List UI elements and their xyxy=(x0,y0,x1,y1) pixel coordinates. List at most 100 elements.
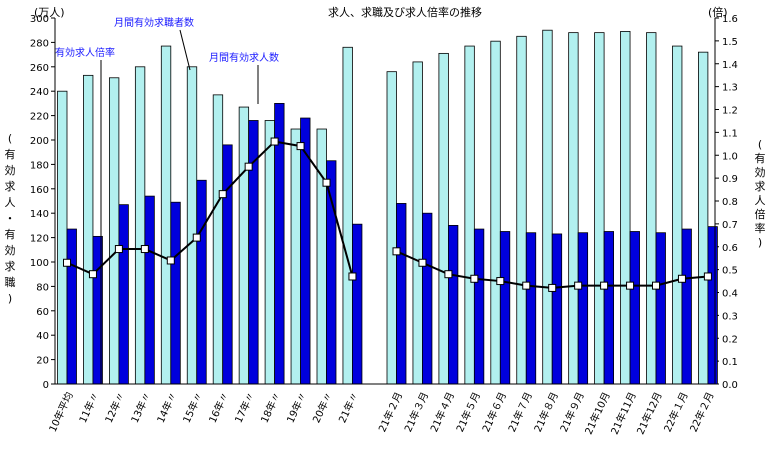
bar-seekers xyxy=(698,51,709,385)
bar-openings xyxy=(447,224,459,385)
right-axis-ticks: 0.0 0.1 0.2 0.3 0.4 0.5 0.6 0.7 0.8 0.9 1.0 1.1 1.2 1… xyxy=(715,14,738,391)
bar-openings xyxy=(326,160,337,385)
left-tick-label: 280 xyxy=(30,38,49,49)
bar-seekers xyxy=(490,40,501,385)
axis-label-char: 効 xyxy=(755,165,766,179)
right-tick-label: 1.6 xyxy=(722,14,738,25)
ratio-point xyxy=(88,270,97,279)
bar-openings xyxy=(707,226,718,385)
bar-seekers xyxy=(542,29,553,385)
category-label: 14年〃 xyxy=(154,390,180,425)
axes xyxy=(54,18,716,385)
bar-seekers xyxy=(412,61,423,385)
axis-label-char: 有 xyxy=(5,147,16,161)
left-tick-label: 300 xyxy=(30,14,49,25)
ratio-point xyxy=(192,233,201,242)
axis-label-char: ( xyxy=(8,132,12,145)
bar-openings xyxy=(629,231,640,385)
ratio-markers xyxy=(63,137,712,292)
ratio-point xyxy=(392,247,401,256)
left-tick-label: 80 xyxy=(36,282,49,293)
left-tick-label: 220 xyxy=(30,112,49,123)
ratio-point xyxy=(166,256,175,265)
category-label: 22年１月 xyxy=(661,390,691,434)
right-tick-label: 0.1 xyxy=(722,357,738,368)
ratio-point xyxy=(600,281,609,290)
bar-seekers xyxy=(342,46,353,385)
bar-openings xyxy=(352,223,363,385)
left-axis-ticks: 0 20 40 60 80 100 120 140 160 180 200 220 240 260 280 3… xyxy=(30,14,55,391)
right-axis-label: (有効求人倍率) xyxy=(755,138,766,249)
ratio-line-annual xyxy=(66,140,354,277)
right-tick-label: 1.5 xyxy=(722,37,738,48)
bar-seekers xyxy=(83,74,94,385)
right-tick-label: 0.8 xyxy=(722,197,738,208)
ratio-point xyxy=(296,142,305,151)
category-label: 21年12月 xyxy=(634,390,665,437)
right-tick-label: 1.2 xyxy=(722,106,738,117)
category-label: 20年〃 xyxy=(310,390,336,425)
category-label: 12年〃 xyxy=(102,390,128,425)
bar-seekers xyxy=(290,128,301,385)
bar-seekers xyxy=(264,120,276,385)
axis-label-char: 倍 xyxy=(755,207,766,221)
left-tick-label: 160 xyxy=(30,185,49,196)
category-label: 18年〃 xyxy=(258,390,284,425)
right-tick-label: 0.2 xyxy=(722,334,738,345)
ratio-point xyxy=(114,245,123,254)
left-tick-label: 100 xyxy=(30,258,49,269)
bar-openings xyxy=(681,228,692,385)
bar-seekers xyxy=(134,66,146,385)
category-label: 21年４月 xyxy=(427,390,457,434)
bar-openings xyxy=(222,144,233,385)
left-tick-label: 60 xyxy=(36,307,49,318)
bar-openings xyxy=(551,233,563,385)
bar-seekers xyxy=(464,45,475,385)
ratio-point xyxy=(140,245,149,254)
bar-seekers xyxy=(57,90,68,385)
bar-seekers xyxy=(316,128,327,385)
ratio-point xyxy=(652,281,660,290)
category-label: 21年２月 xyxy=(375,390,405,434)
ratio-point xyxy=(244,162,253,171)
bar-seekers xyxy=(212,94,224,385)
bar-seekers xyxy=(516,35,527,385)
right-tick-label: 0.9 xyxy=(722,174,738,185)
bar-seekers xyxy=(620,31,631,385)
ratio-point xyxy=(218,190,227,199)
category-label: 15年〃 xyxy=(180,390,206,425)
left-tick-label: 40 xyxy=(36,331,49,342)
ratio-point xyxy=(348,272,357,281)
left-axis-label: (有効求人・有効求職) xyxy=(5,132,16,305)
bar-openings xyxy=(577,232,589,385)
bar-openings xyxy=(422,212,433,385)
category-label: 21年７月 xyxy=(505,390,535,434)
ratio-point xyxy=(522,281,531,290)
axis-label-char: 有 xyxy=(5,227,16,241)
axis-label-char: 求 xyxy=(5,180,16,193)
left-tick-label: 180 xyxy=(30,160,49,171)
seekers-annotation: 月間有効求職者数 xyxy=(114,16,194,29)
bar-openings xyxy=(603,231,614,385)
bar-seekers xyxy=(672,45,683,385)
bar-openings xyxy=(144,195,155,385)
right-axis-unit: (倍) xyxy=(708,5,728,19)
axis-label-char: ) xyxy=(758,236,762,249)
bar-seekers xyxy=(646,32,657,385)
bar-openings xyxy=(170,201,181,385)
right-tick-label: 0.4 xyxy=(722,289,738,300)
axis-label-char: 効 xyxy=(5,243,16,257)
category-label: 21年９月 xyxy=(557,390,587,434)
bar-openings xyxy=(396,203,407,385)
ratio-point xyxy=(548,283,557,292)
category-label: 16年〃 xyxy=(206,390,232,425)
bar-seekers xyxy=(160,45,172,385)
ratio-point xyxy=(574,281,583,290)
axis-label-char: ・ xyxy=(5,212,16,225)
bar-seekers xyxy=(438,52,449,385)
category-label: 21年〃 xyxy=(336,390,362,425)
category-label: 19年〃 xyxy=(284,390,310,425)
bar-openings xyxy=(66,228,77,385)
bar-openings xyxy=(499,231,511,385)
ratio-point xyxy=(63,258,71,267)
